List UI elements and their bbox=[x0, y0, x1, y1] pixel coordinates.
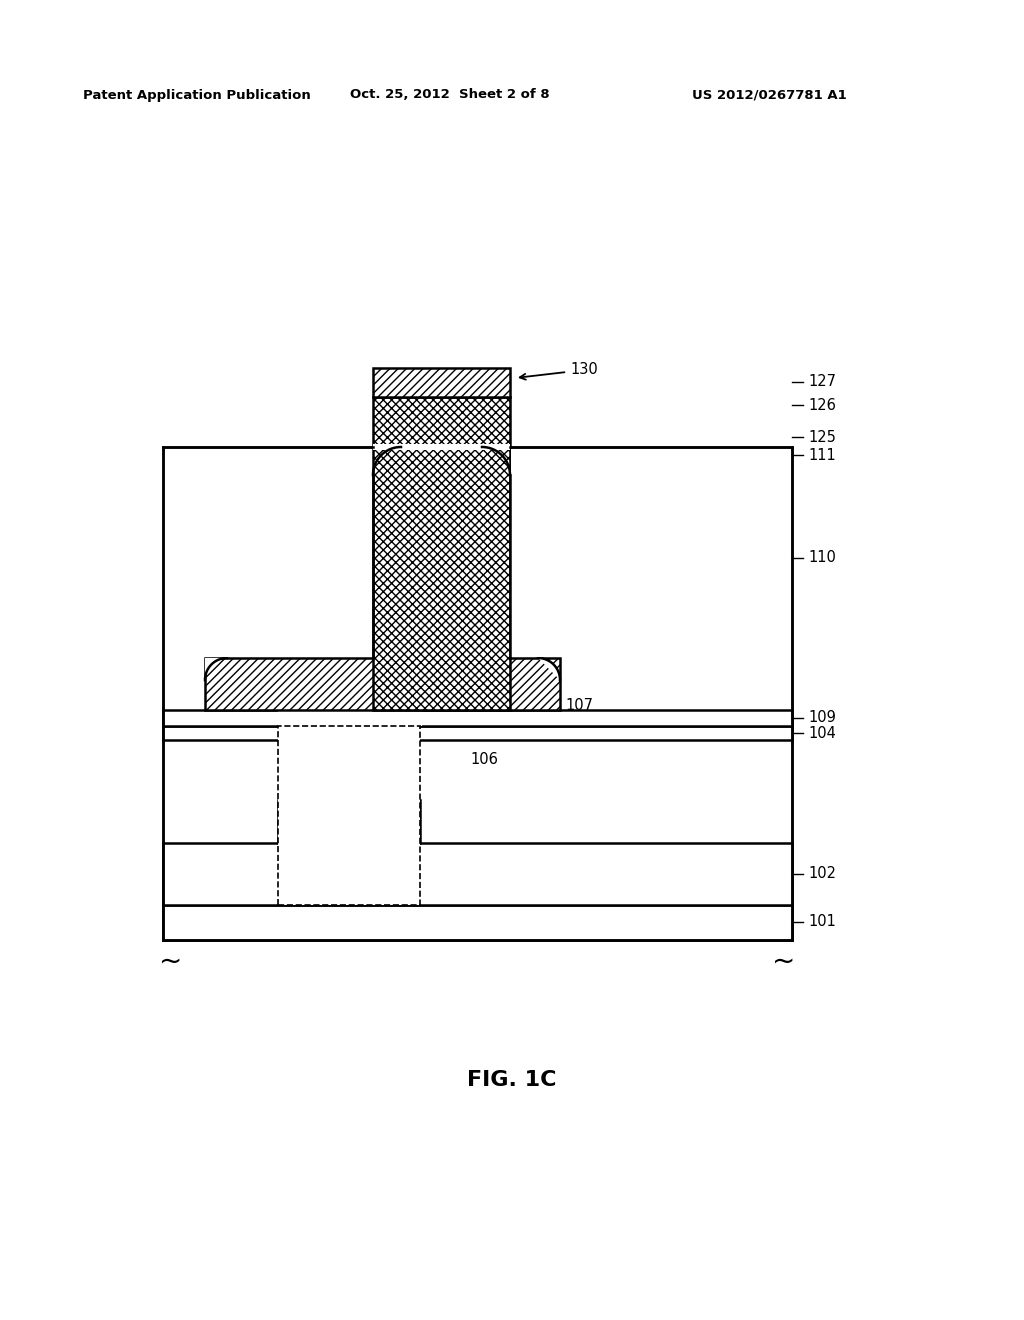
Text: 110: 110 bbox=[808, 550, 836, 565]
Bar bbox=[205, 657, 560, 710]
Bar bbox=[278, 710, 422, 726]
Polygon shape bbox=[205, 657, 227, 680]
Bar bbox=[163, 906, 792, 940]
Bar bbox=[165, 449, 372, 657]
Text: 130: 130 bbox=[520, 363, 598, 380]
Text: 107: 107 bbox=[565, 697, 593, 713]
Text: 105: 105 bbox=[215, 668, 243, 684]
Bar bbox=[163, 843, 792, 906]
Text: 106: 106 bbox=[470, 752, 498, 767]
Text: 104: 104 bbox=[808, 726, 836, 741]
Text: ~: ~ bbox=[160, 948, 182, 975]
Text: FIG. 1C: FIG. 1C bbox=[467, 1071, 557, 1090]
Bar bbox=[163, 710, 792, 726]
Bar bbox=[373, 368, 510, 397]
Bar bbox=[278, 726, 420, 906]
Text: ~: ~ bbox=[772, 948, 796, 975]
Bar bbox=[511, 449, 790, 657]
Text: 111: 111 bbox=[808, 447, 836, 462]
Bar bbox=[278, 800, 420, 843]
Bar bbox=[278, 726, 420, 906]
Bar bbox=[373, 397, 510, 710]
Bar bbox=[163, 726, 792, 741]
Text: Patent Application Publication: Patent Application Publication bbox=[83, 88, 310, 102]
Bar bbox=[163, 447, 792, 940]
Polygon shape bbox=[538, 657, 560, 680]
Text: 126: 126 bbox=[808, 397, 836, 412]
Bar bbox=[373, 444, 510, 450]
Text: 103: 103 bbox=[335, 863, 362, 879]
Text: US 2012/0267781 A1: US 2012/0267781 A1 bbox=[692, 88, 847, 102]
Text: Oct. 25, 2012  Sheet 2 of 8: Oct. 25, 2012 Sheet 2 of 8 bbox=[350, 88, 550, 102]
Text: 127: 127 bbox=[808, 375, 836, 389]
Text: 125: 125 bbox=[808, 429, 836, 445]
Text: 102: 102 bbox=[808, 866, 836, 882]
Text: 101: 101 bbox=[808, 915, 836, 929]
Text: 109: 109 bbox=[808, 710, 836, 726]
